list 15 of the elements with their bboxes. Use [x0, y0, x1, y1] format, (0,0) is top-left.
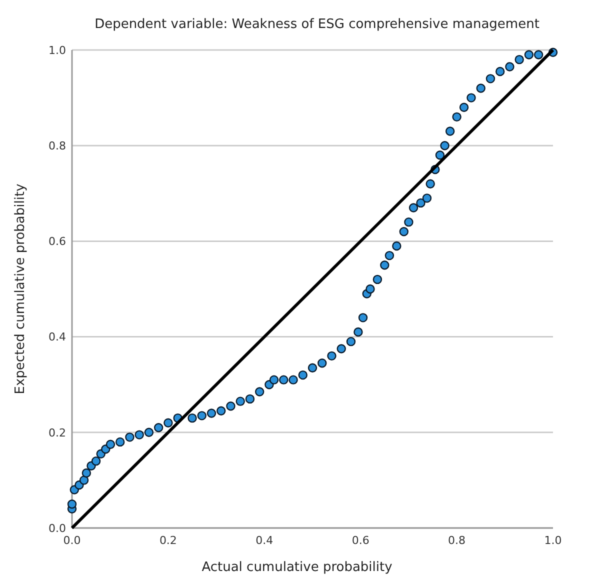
x-axis-title: Actual cumulative probability [202, 560, 393, 575]
y-axis-title: Expected cumulative probability [13, 183, 28, 394]
x-tick-label: 0.4 [256, 534, 274, 547]
chart-title: Dependent variable: Weakness of ESG comprehensive management [94, 17, 540, 32]
x-tick-label: 0.6 [352, 534, 370, 547]
y-tick-label: 1.0 [48, 44, 66, 57]
y-tick-label: 0.0 [48, 522, 66, 535]
y-tick-label: 0.6 [48, 235, 66, 248]
y-tick-label: 0.2 [48, 426, 66, 440]
x-tick-label: 0.8 [448, 534, 466, 547]
x-tick-label: 0.2 [159, 534, 177, 547]
y-tick-label: 0.4 [48, 330, 66, 344]
x-tick-label: 0.0 [63, 534, 81, 547]
x-tick-label: 1.0 [544, 534, 562, 547]
y-tick-label: 0.8 [48, 139, 66, 152]
